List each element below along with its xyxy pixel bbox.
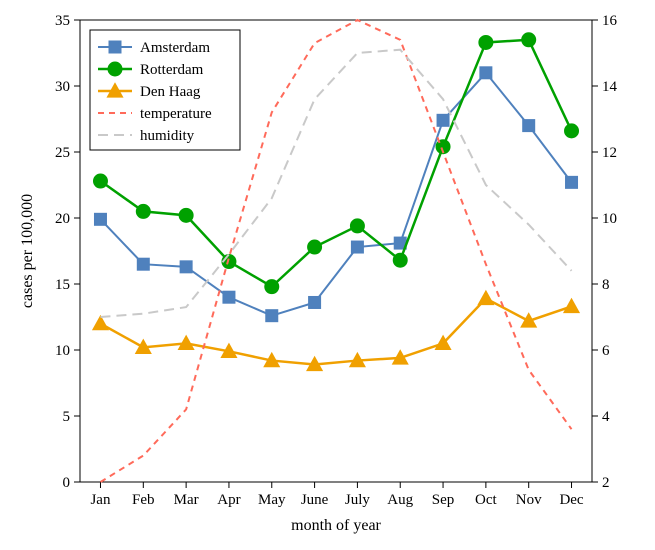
y-left-tick-label: 15 bbox=[55, 277, 70, 293]
y-left-tick-label: 20 bbox=[55, 211, 70, 227]
x-tick-label: Aug bbox=[387, 492, 413, 508]
x-tick-label: Feb bbox=[132, 492, 155, 508]
y-right-tick-label: 4 bbox=[602, 409, 610, 425]
y-right-tick-label: 14 bbox=[602, 79, 618, 95]
y-left-tick-label: 25 bbox=[55, 145, 70, 161]
y-right-tick-label: 8 bbox=[602, 277, 610, 293]
x-tick-label: Oct bbox=[475, 492, 497, 508]
y-right-tick-label: 10 bbox=[602, 211, 617, 227]
y-left-tick-label: 5 bbox=[63, 409, 71, 425]
legend-label: Amsterdam bbox=[140, 40, 210, 56]
y-right-tick-label: 12 bbox=[602, 145, 617, 161]
x-tick-label: Mar bbox=[174, 492, 199, 508]
y-left-tick-label: 35 bbox=[55, 13, 70, 29]
x-tick-label: Apr bbox=[217, 492, 240, 508]
y-right-tick-label: 2 bbox=[602, 475, 610, 491]
legend-label: Rotterdam bbox=[140, 62, 204, 78]
x-tick-label: June bbox=[301, 492, 329, 508]
y-right-tick-label: 6 bbox=[602, 343, 610, 359]
x-tick-label: July bbox=[345, 492, 371, 508]
y-left-tick-label: 0 bbox=[63, 475, 71, 491]
y-left-axis-title: cases per 100,000 bbox=[19, 194, 36, 308]
y-left-tick-label: 30 bbox=[55, 79, 70, 95]
y-right-tick-label: 16 bbox=[602, 13, 618, 29]
x-tick-label: Nov bbox=[516, 492, 542, 508]
x-axis-title: month of year bbox=[291, 517, 381, 534]
x-tick-label: Jan bbox=[90, 492, 110, 508]
legend-label: temperature bbox=[140, 106, 212, 122]
x-tick-label: May bbox=[258, 492, 286, 508]
legend-label: humidity bbox=[140, 128, 195, 144]
legend: Amsterdam Rotterdam Den Haag temperature hum… bbox=[90, 30, 240, 150]
cases-chart: 0 5 10 15 20 25 30 35 2 4 6 8 10 12 14 16 Jan Feb Mar Apr Ma… bbox=[0, 0, 655, 550]
y-left-tick-label: 10 bbox=[55, 343, 70, 359]
legend-label: Den Haag bbox=[140, 84, 201, 100]
x-tick-label: Sep bbox=[432, 492, 455, 508]
x-tick-label: Dec bbox=[559, 492, 583, 508]
